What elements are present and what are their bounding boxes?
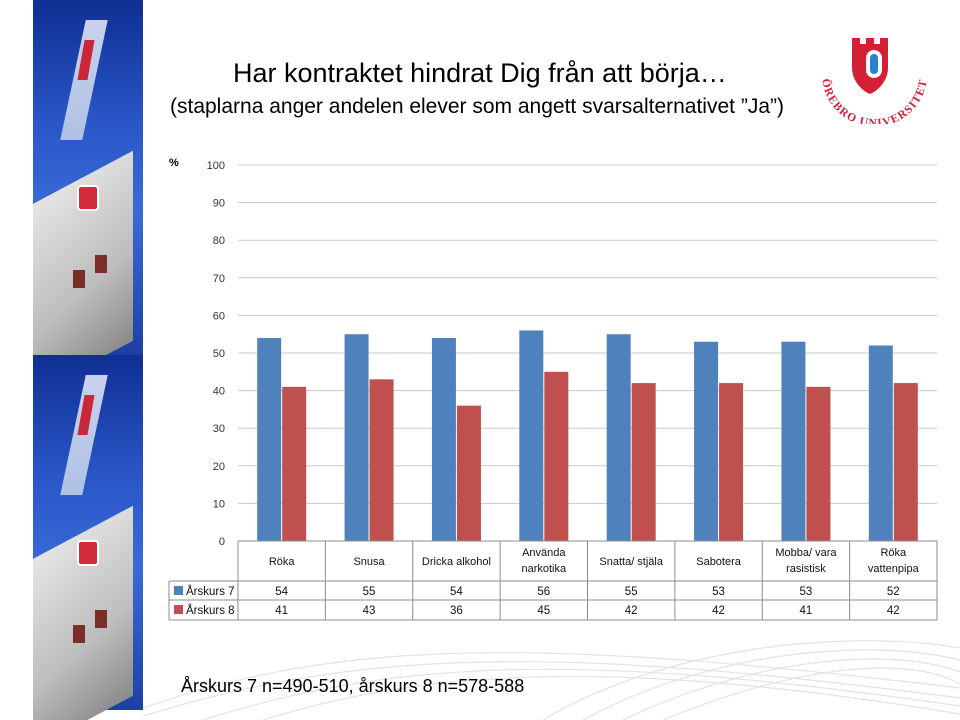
category-label: Snusa xyxy=(353,556,385,568)
y-axis-label: % xyxy=(169,157,179,169)
table-value: 42 xyxy=(712,605,725,617)
bar xyxy=(344,334,369,541)
category-label: Snatta/ stjäla xyxy=(599,556,663,568)
background-swirls xyxy=(143,640,960,720)
table-value: 45 xyxy=(537,605,550,617)
table-value: 42 xyxy=(887,605,900,617)
bar xyxy=(631,383,656,541)
bar xyxy=(868,345,893,541)
bar xyxy=(456,405,481,541)
table-value: 54 xyxy=(275,586,288,598)
y-tick-label: 60 xyxy=(213,310,225,322)
castle-icon xyxy=(852,38,888,94)
category-label: Röka vattenpipa xyxy=(868,547,920,575)
bar xyxy=(606,334,631,541)
category-label: Sabotera xyxy=(696,556,742,568)
table-value: 54 xyxy=(450,586,463,598)
y-tick-label: 50 xyxy=(213,348,225,360)
side-photo-panel xyxy=(33,355,143,720)
bar xyxy=(519,330,544,541)
y-tick-label: 40 xyxy=(213,386,225,398)
building-logo-decoration xyxy=(77,185,99,211)
y-tick-label: 30 xyxy=(213,423,225,435)
table-value: 43 xyxy=(363,605,376,617)
bar xyxy=(369,379,394,541)
legend-label: Årskurs 8 xyxy=(186,604,235,617)
window-decoration xyxy=(95,610,107,628)
table-value: 56 xyxy=(537,586,550,598)
table-value: 52 xyxy=(887,586,900,598)
legend-label: Årskurs 7 xyxy=(186,585,235,598)
bar xyxy=(282,386,307,541)
side-photo xyxy=(33,0,143,720)
bar xyxy=(806,386,831,541)
bar xyxy=(544,371,569,541)
category-label: Använda narkotika xyxy=(521,547,567,575)
table-value: 53 xyxy=(712,586,725,598)
y-tick-label: 0 xyxy=(219,536,225,548)
y-tick-label: 80 xyxy=(213,235,225,247)
table-value: 36 xyxy=(450,605,463,617)
table-value: 42 xyxy=(625,605,638,617)
bar xyxy=(694,341,719,541)
bar xyxy=(719,383,744,541)
university-logo: ÖREBRO UNIVERSITET xyxy=(819,38,929,124)
table-value: 41 xyxy=(275,605,288,617)
bar xyxy=(431,337,456,541)
y-tick-label: 90 xyxy=(213,198,225,210)
sample-size-note: Årskurs 7 n=490-510, årskurs 8 n=578-588 xyxy=(181,676,525,696)
page-title: Har kontraktet hindrat Dig från att börj… xyxy=(233,58,727,88)
page-subtitle: (staplarna anger andelen elever som ange… xyxy=(170,95,784,118)
y-tick-label: 20 xyxy=(213,461,225,473)
y-tick-label: 70 xyxy=(213,273,225,285)
window-decoration xyxy=(73,270,85,288)
y-tick-label: 10 xyxy=(213,498,225,510)
category-label: Dricka alkohol xyxy=(422,556,491,568)
table-value: 55 xyxy=(363,586,376,598)
window-decoration xyxy=(73,625,85,643)
bar xyxy=(257,337,282,541)
category-label: Röka xyxy=(269,556,296,568)
building-logo-decoration xyxy=(77,540,99,566)
table-value: 55 xyxy=(625,586,638,598)
table-value: 41 xyxy=(800,605,813,617)
y-tick-label: 100 xyxy=(207,160,225,172)
window-decoration xyxy=(95,255,107,273)
bar xyxy=(893,383,918,541)
bar xyxy=(781,341,806,541)
legend-swatch xyxy=(174,586,183,595)
category-label: Mobba/ vara rasistisk xyxy=(775,547,837,575)
side-photo-panel xyxy=(33,0,143,400)
legend-swatch xyxy=(174,605,183,614)
table-value: 53 xyxy=(800,586,813,598)
